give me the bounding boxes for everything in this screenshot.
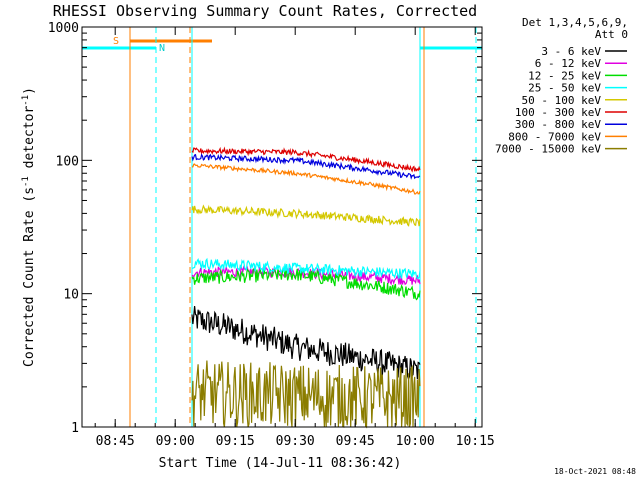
legend-label-4: 50 - 100 keV (522, 94, 602, 107)
x-tick-label-4: 09:45 (336, 434, 375, 449)
legend-label-7: 800 - 7000 keV (508, 130, 601, 143)
series-line-8 (191, 360, 421, 429)
y-tick-label-0: 1 (71, 421, 79, 436)
night-label: N (159, 43, 165, 54)
x-tick-label-0: 08:45 (96, 434, 135, 449)
x-tick-label-3: 09:30 (276, 434, 315, 449)
series-line-6 (191, 153, 421, 180)
saa-label: S (113, 36, 119, 47)
plot-frame (81, 26, 483, 428)
footer-date: 18-Oct-2021 08:48 (554, 467, 636, 476)
legend-header-line1: Det 1,3,4,5,6,9, (522, 16, 628, 29)
y-axis-label-sup1: -1 (21, 176, 31, 187)
series-line-5 (191, 146, 421, 173)
x-axis-ticks: 08:45 09:00 09:15 09:30 09:45 10:00 10:15 (94, 27, 495, 449)
legend-label-1: 6 - 12 keV (535, 57, 602, 70)
series-line-7 (191, 163, 421, 195)
y-axis-label-end: ) (22, 87, 37, 95)
legend-label-3: 25 - 50 keV (528, 82, 601, 95)
legend-label-2: 12 - 25 keV (528, 69, 601, 82)
series-line-0 (191, 305, 421, 381)
series-lines (191, 146, 421, 429)
y-tick-label-2: 100 (56, 154, 79, 169)
x-tick-label-1: 09:00 (156, 434, 195, 449)
legend-label-0: 3 - 6 keV (541, 45, 601, 58)
y-axis-label-main: Corrected Count Rate (s (22, 187, 37, 367)
y-axis-label-mid: detector (22, 106, 37, 177)
y-axis-label-sup2: -1 (21, 95, 31, 106)
chart-title: RHESSI Observing Summary Count Rates, Co… (53, 2, 477, 20)
x-tick-label-5: 10:00 (396, 434, 435, 449)
flag-vertical-lines (129, 27, 477, 427)
x-tick-label-2: 09:15 (216, 434, 255, 449)
legend-label-6: 300 - 800 keV (515, 118, 601, 131)
legend-header-line2: Att 0 (595, 28, 628, 41)
y-axis-label: Corrected Count Rate (s-1 detector-1) (21, 87, 37, 367)
series-line-2 (191, 267, 421, 301)
legend-label-8: 7000 - 15000 keV (495, 143, 601, 156)
x-axis-label: Start Time (14-Jul-11 08:36:42) (159, 456, 402, 471)
legend-label-5: 100 - 300 keV (515, 106, 601, 119)
y-tick-label-1: 10 (63, 288, 79, 303)
x-tick-label-6: 10:15 (456, 434, 495, 449)
y-axis-ticks: 1 10 100 1000 (48, 21, 482, 436)
series-line-4 (191, 204, 421, 227)
series-line-1 (191, 264, 421, 286)
y-tick-label-3: 1000 (48, 21, 79, 36)
series-line-3 (191, 257, 421, 280)
